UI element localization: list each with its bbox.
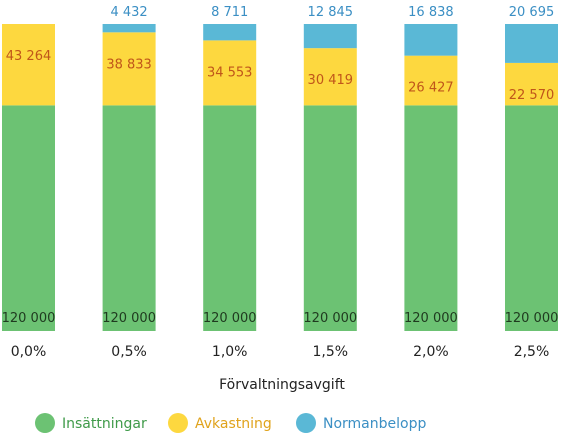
bar-segment-normanbelopp-1 [102,23,156,33]
data-label-avkastning-1: 38 833 [106,57,152,72]
category-label-5: 2,5% [514,344,550,360]
data-label-normanbelopp-3: 12 845 [308,5,354,20]
category-label-2: 1,0% [212,344,248,360]
data-label-insättningar-1: 120 000 [102,311,156,326]
bar-segment-avkastning-0 [2,24,55,106]
legend-label-insättningar: Insättningar [62,416,147,432]
bar-segment-normanbelopp-4 [404,23,458,56]
data-label-normanbelopp-2: 8 711 [211,5,248,20]
data-label-avkastning-3: 30 419 [308,73,354,88]
bar-segment-avkastning-2 [203,40,257,106]
data-label-insättningar-4: 120 000 [404,311,458,326]
data-label-normanbelopp-5: 20 695 [509,5,555,20]
data-label-insättningar-5: 120 000 [505,311,559,326]
data-label-normanbelopp-4: 16 838 [408,5,454,20]
legend: Insättningar Avkastning Normanbelopp [35,413,426,433]
data-label-insättningar-0: 120 000 [2,311,56,326]
bar-segment-avkastning-3 [303,48,357,106]
bar-segment-insättningar-1 [102,105,156,331]
bar-segment-normanbelopp-5 [505,23,558,63]
bar-segment-normanbelopp-2 [203,24,257,41]
legend-marker-normanbelopp [296,413,316,433]
bar-segment-insättningar-4 [404,105,458,331]
data-label-avkastning-2: 34 553 [207,65,253,80]
category-label-0: 0,0% [11,344,47,360]
bar-segment-avkastning-4 [404,55,458,106]
bars-group [2,23,558,331]
data-label-avkastning-4: 26 427 [408,81,454,96]
legend-label-normanbelopp: Normanbelopp [323,416,426,432]
bar-segment-avkastning-1 [102,32,156,106]
data-label-normanbelopp-1: 4 432 [110,5,147,20]
data-label-avkastning-0: 43 264 [6,49,52,64]
category-label-3: 1,5% [313,344,349,360]
bar-segment-normanbelopp-3 [303,24,357,49]
category-label-1: 0,5% [111,344,147,360]
category-label-4: 2,0% [413,344,449,360]
bar-segment-insättningar-0 [2,105,55,331]
segment-labels-group: 120 000 43 264 120 000 38 833 4 432 120 000 34… [2,5,559,326]
bar-segment-insättningar-5 [505,105,558,331]
legend-marker-insättningar [35,413,55,433]
bar-segment-insättningar-3 [303,105,357,331]
category-labels-group: 0,0% 0,5% 1,0% 1,5% 2,0% 2,5% [11,344,550,360]
legend-marker-avkastning [168,413,188,433]
data-label-insättningar-2: 120 000 [203,311,257,326]
data-label-avkastning-5: 22 570 [509,88,555,103]
data-label-insättningar-3: 120 000 [303,311,357,326]
legend-label-avkastning: Avkastning [195,416,272,432]
bar-segment-avkastning-5 [505,62,558,106]
bar-segment-insättningar-2 [203,105,257,331]
x-axis-title: Förvaltningsavgift [219,377,345,393]
